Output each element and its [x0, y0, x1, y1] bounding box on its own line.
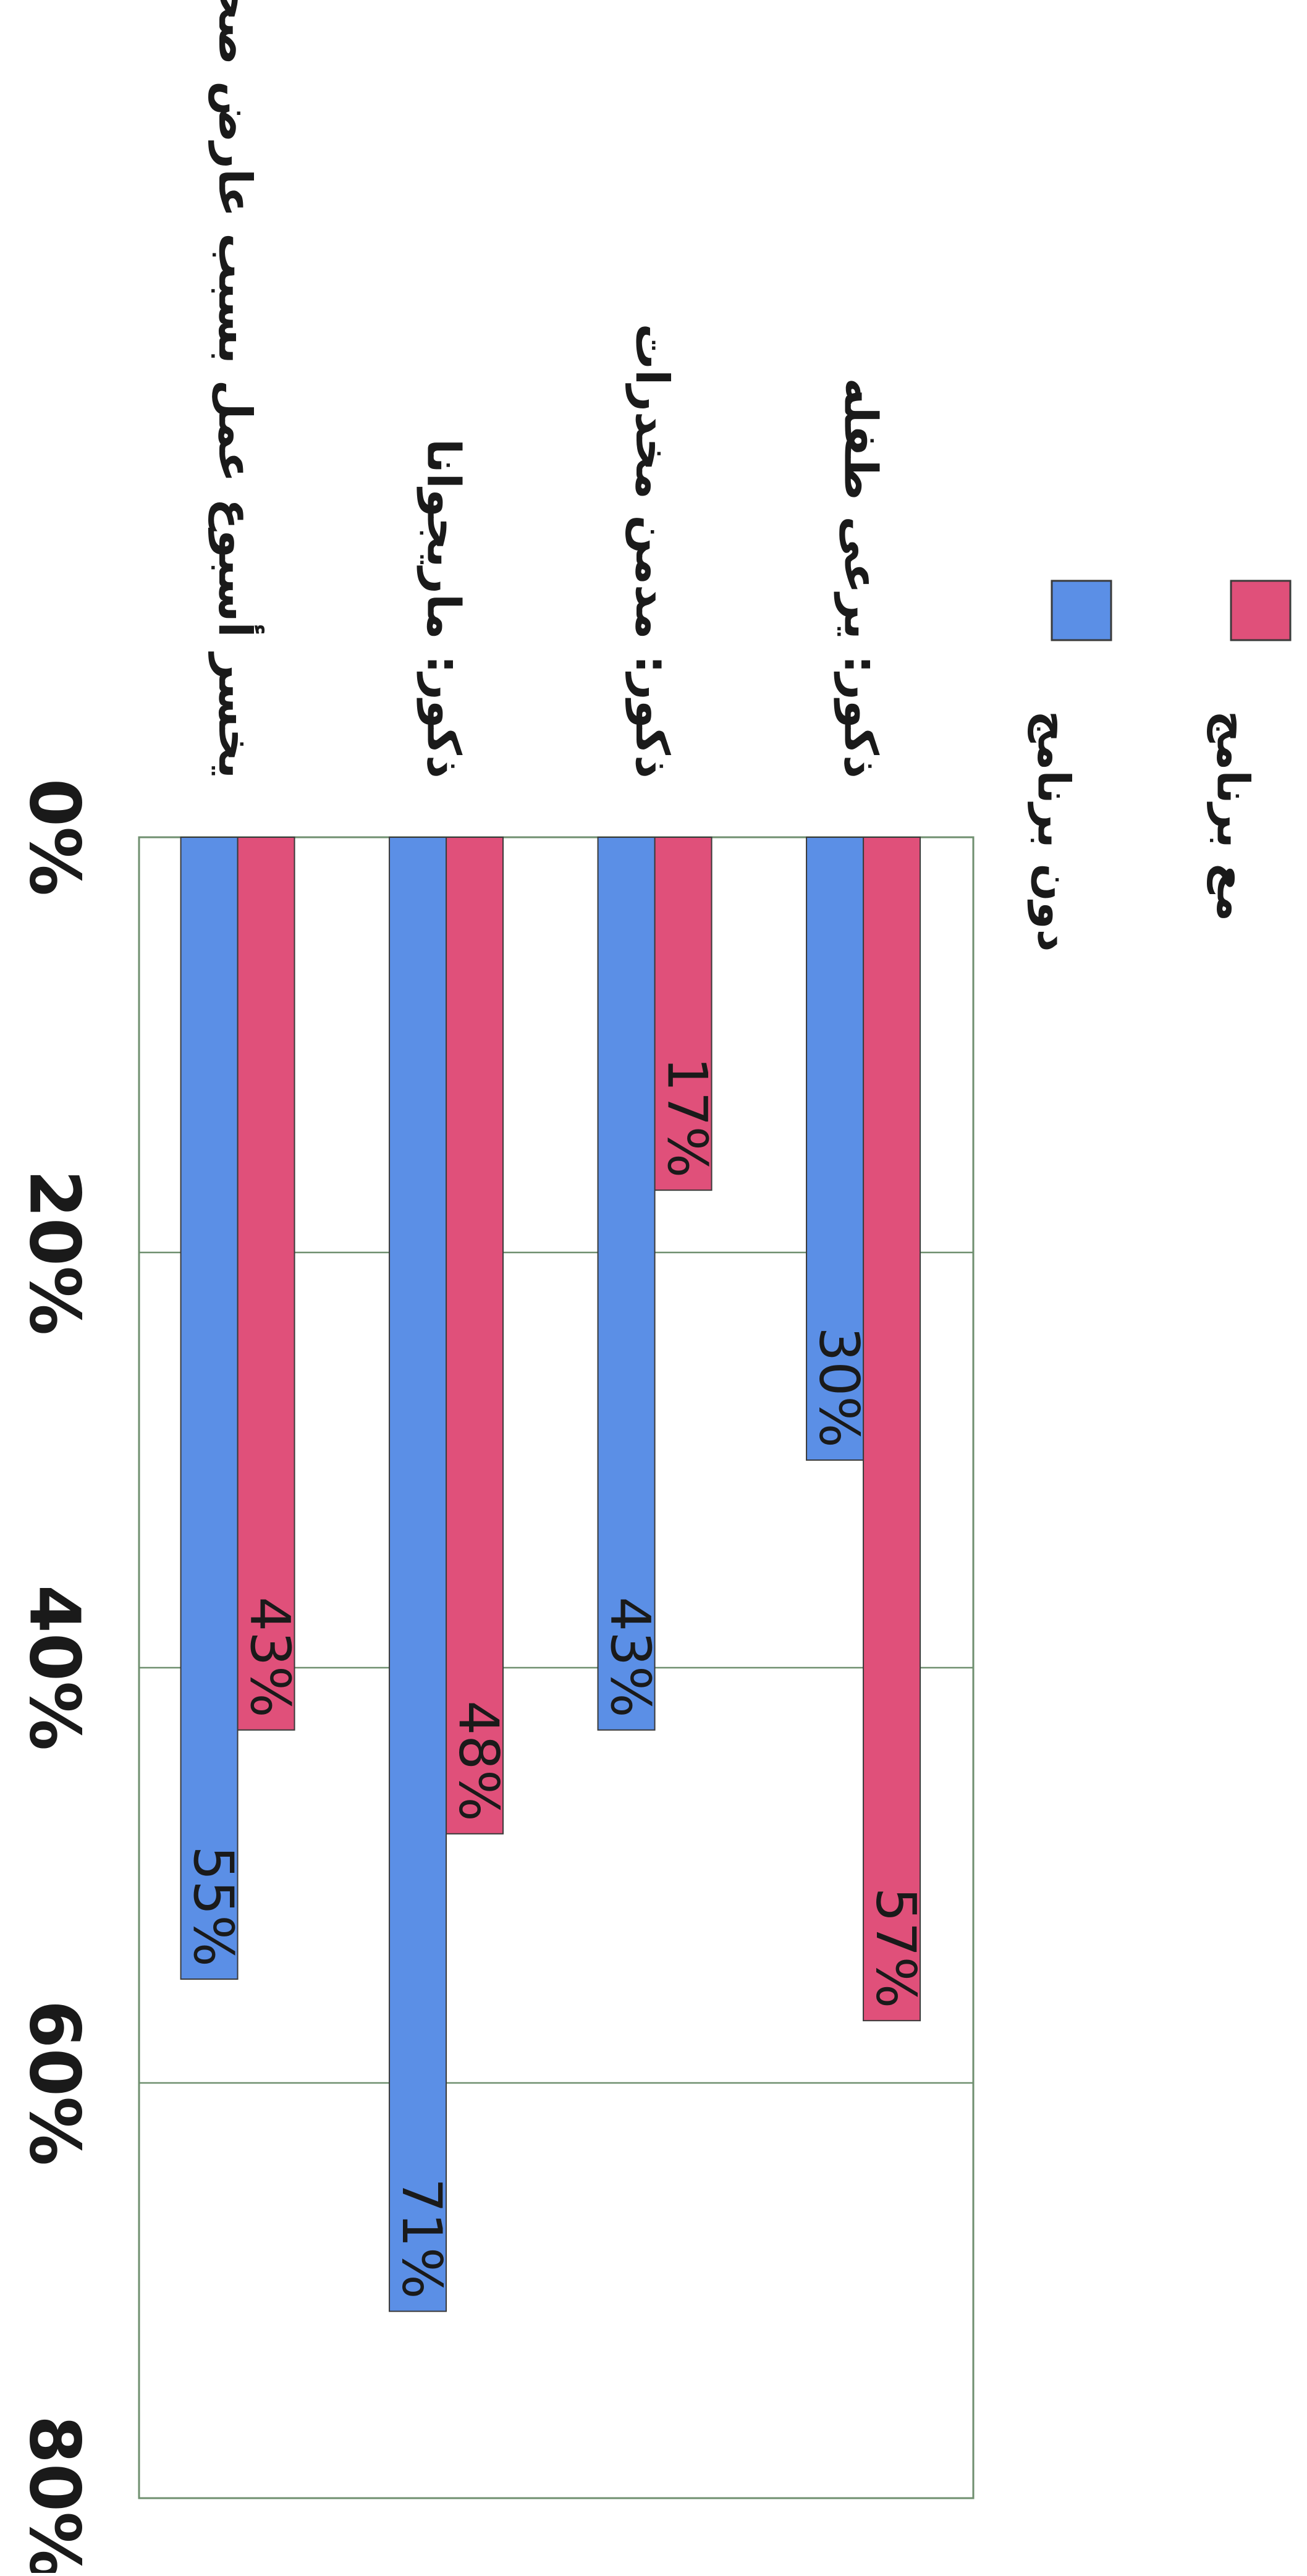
bar	[237, 837, 295, 1731]
tick-label: 80%	[14, 2415, 94, 2573]
category-label: ذكور: يرعى طفله	[833, 378, 887, 779]
bar	[863, 837, 921, 2022]
bar	[180, 837, 239, 1980]
x-axis: ذكور: يرعى طفله ذكور: مدمن مخدرات ذكور: ما…	[14, 0, 887, 2576]
plot-area: 57% 30% 17% 43% 48% 71% 43% 55%	[138, 836, 975, 2499]
tick-label: 60%	[14, 2000, 94, 2166]
category-label: ذكور: ماريجوانا	[416, 439, 470, 779]
bar	[389, 837, 447, 2312]
bar	[597, 837, 656, 1731]
data-label: 17%	[656, 1057, 719, 1178]
category-label: ذكور: مدمن مخدرات	[625, 324, 679, 779]
legend-label: مع برنامج	[1206, 711, 1259, 921]
legend: مع برنامج دون برنامج	[1027, 580, 1292, 952]
legend-swatch-with-program	[1230, 580, 1292, 641]
data-label: 71%	[390, 2178, 454, 2299]
data-label: 30%	[807, 1327, 871, 1448]
data-label: 57%	[864, 1888, 928, 2009]
data-label: 48%	[447, 1700, 510, 1822]
tick-label: 0%	[14, 779, 94, 896]
bar	[806, 837, 865, 1461]
category-label: يخسر أسبوع عمل بسبب عارض صحي	[208, 0, 265, 779]
bar	[654, 837, 713, 1191]
tick-label: 40%	[14, 1585, 94, 1750]
legend-swatch-without-program	[1051, 580, 1112, 641]
data-label: 55%	[182, 1846, 245, 1967]
legend-label: دون برنامج	[1027, 711, 1080, 952]
data-label: 43%	[599, 1597, 662, 1718]
bar	[446, 837, 504, 1835]
data-label: 43%	[239, 1597, 302, 1718]
tick-label: 20%	[14, 1170, 94, 1335]
